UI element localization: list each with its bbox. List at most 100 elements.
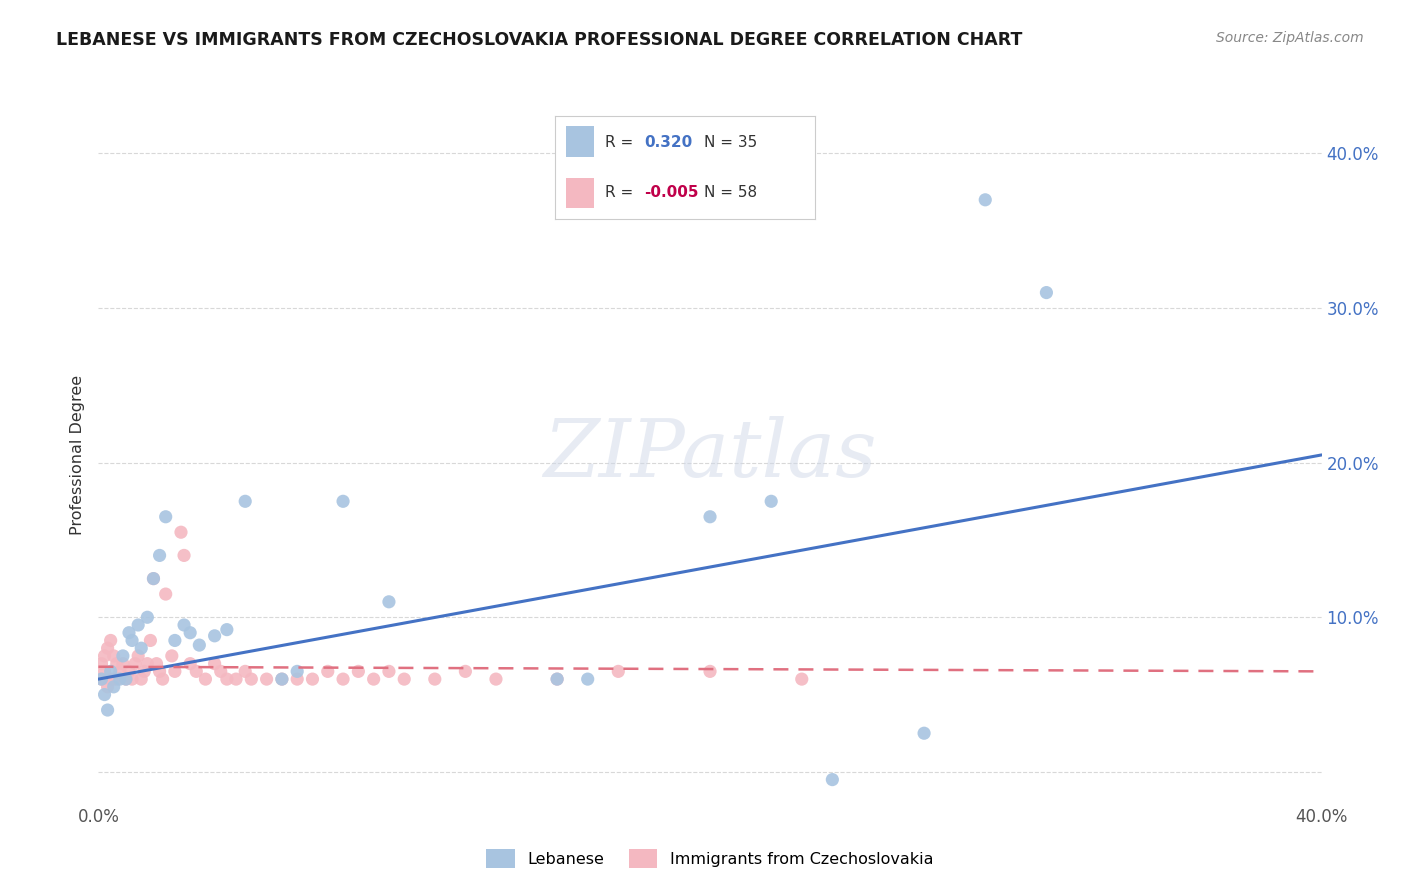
Point xyxy=(790,672,813,686)
Point xyxy=(485,672,508,686)
Text: 0.320: 0.320 xyxy=(644,135,692,150)
Point xyxy=(821,772,844,787)
Point xyxy=(699,509,721,524)
Point xyxy=(209,665,232,679)
Point xyxy=(576,672,599,686)
Point xyxy=(378,665,401,679)
Text: ZIPatlas: ZIPatlas xyxy=(543,417,877,493)
Point xyxy=(759,494,782,508)
Point xyxy=(423,672,446,686)
Point xyxy=(142,572,165,586)
Point xyxy=(204,629,226,643)
Point xyxy=(270,672,292,686)
Point xyxy=(129,672,152,686)
Point xyxy=(142,572,165,586)
Point xyxy=(173,618,195,632)
Point xyxy=(316,665,339,679)
Point xyxy=(103,648,125,663)
Point xyxy=(134,665,156,679)
Point xyxy=(155,509,177,524)
Point xyxy=(256,672,278,686)
Point xyxy=(160,648,183,663)
Legend: Lebanese, Immigrants from Czechoslovakia: Lebanese, Immigrants from Czechoslovakia xyxy=(479,843,941,875)
Point xyxy=(100,633,122,648)
Point xyxy=(233,494,256,508)
Point xyxy=(115,672,138,686)
Point xyxy=(285,672,308,686)
Point xyxy=(103,672,125,686)
Point xyxy=(149,549,172,563)
Point xyxy=(127,648,149,663)
Point xyxy=(127,618,149,632)
Text: -0.005: -0.005 xyxy=(644,185,699,200)
Point xyxy=(111,657,134,671)
Point xyxy=(155,587,177,601)
Point xyxy=(108,665,131,679)
Point xyxy=(163,665,186,679)
Point xyxy=(103,680,125,694)
Text: N = 35: N = 35 xyxy=(703,135,756,150)
Text: Source: ZipAtlas.com: Source: ZipAtlas.com xyxy=(1216,31,1364,45)
Text: R =: R = xyxy=(605,135,638,150)
Point xyxy=(347,665,370,679)
Point xyxy=(204,657,226,671)
Point xyxy=(179,625,201,640)
Point xyxy=(301,672,323,686)
Point xyxy=(163,633,186,648)
Point xyxy=(90,672,112,686)
Point xyxy=(136,657,159,671)
Point xyxy=(170,525,193,540)
Point xyxy=(105,672,128,686)
Text: R =: R = xyxy=(605,185,638,200)
Point xyxy=(332,494,354,508)
Point xyxy=(129,641,152,656)
Point xyxy=(93,665,115,679)
Point xyxy=(363,672,385,686)
Point xyxy=(240,672,263,686)
Point xyxy=(179,657,201,671)
Point xyxy=(105,657,128,671)
Point xyxy=(118,625,141,640)
Point xyxy=(90,672,112,686)
Point xyxy=(121,672,143,686)
Point xyxy=(145,657,167,671)
Point xyxy=(233,665,256,679)
Point xyxy=(93,648,115,663)
Point xyxy=(124,657,146,671)
Point xyxy=(100,672,122,686)
Point xyxy=(149,665,172,679)
Bar xyxy=(565,126,595,157)
Point xyxy=(378,595,401,609)
Point xyxy=(97,680,120,694)
Point xyxy=(194,672,217,686)
Y-axis label: Professional Degree: Professional Degree xyxy=(70,375,86,535)
Point xyxy=(139,633,162,648)
Point xyxy=(152,672,174,686)
Point xyxy=(215,672,238,686)
Point xyxy=(546,672,568,686)
Point xyxy=(100,665,122,679)
Bar xyxy=(565,178,595,208)
Point xyxy=(225,672,247,686)
Point xyxy=(108,672,131,686)
Point xyxy=(111,648,134,663)
Point xyxy=(607,665,630,679)
Point xyxy=(215,623,238,637)
Point xyxy=(546,672,568,686)
Text: LEBANESE VS IMMIGRANTS FROM CZECHOSLOVAKIA PROFESSIONAL DEGREE CORRELATION CHART: LEBANESE VS IMMIGRANTS FROM CZECHOSLOVAK… xyxy=(56,31,1022,49)
Point xyxy=(454,665,477,679)
Point xyxy=(90,657,112,671)
Point xyxy=(97,703,120,717)
Point xyxy=(121,633,143,648)
Point xyxy=(392,672,416,686)
Point xyxy=(974,193,997,207)
Point xyxy=(912,726,935,740)
Point xyxy=(97,641,120,656)
Point xyxy=(699,665,721,679)
Text: N = 58: N = 58 xyxy=(703,185,756,200)
Point xyxy=(118,665,141,679)
Point xyxy=(270,672,292,686)
Point xyxy=(136,610,159,624)
Point xyxy=(93,688,115,702)
Point xyxy=(1035,285,1057,300)
